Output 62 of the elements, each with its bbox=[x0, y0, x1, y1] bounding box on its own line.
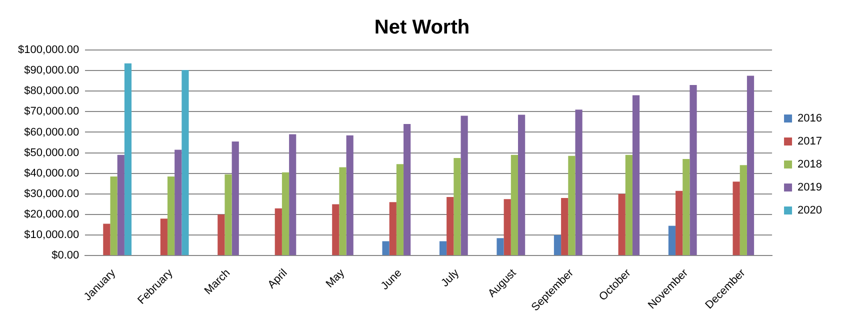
bar bbox=[182, 70, 189, 256]
legend-label: 2020 bbox=[798, 204, 822, 217]
y-tick-label: $50,000.00 bbox=[24, 146, 80, 159]
bar bbox=[439, 241, 447, 256]
legend-label: 2017 bbox=[798, 136, 822, 148]
bar bbox=[218, 214, 225, 256]
bar bbox=[103, 224, 110, 256]
bar bbox=[454, 158, 461, 256]
x-tick-label: July bbox=[439, 266, 462, 290]
chart-title: Net Worth bbox=[374, 16, 470, 39]
bar bbox=[625, 154, 632, 256]
bar bbox=[746, 76, 754, 256]
bar bbox=[561, 198, 568, 256]
bar bbox=[460, 116, 468, 256]
bar bbox=[618, 194, 626, 256]
bar bbox=[446, 197, 454, 256]
bar bbox=[510, 154, 518, 256]
legend-label: 2018 bbox=[798, 158, 822, 171]
bar bbox=[504, 199, 511, 256]
y-tick-label: $40,000.00 bbox=[24, 167, 80, 180]
bar bbox=[740, 165, 747, 256]
y-tick-label: $60,000.00 bbox=[24, 126, 80, 138]
y-tick-label: $10,000.00 bbox=[24, 229, 80, 242]
bar bbox=[554, 235, 562, 256]
bar bbox=[496, 238, 504, 256]
bar bbox=[676, 190, 683, 256]
y-tick-label: $30,000.00 bbox=[24, 188, 80, 200]
bar bbox=[117, 154, 124, 256]
y-tick-label: $20,000.00 bbox=[24, 208, 80, 221]
bar bbox=[282, 172, 290, 256]
bar bbox=[518, 114, 526, 256]
bar bbox=[160, 218, 168, 256]
bar bbox=[274, 208, 282, 256]
y-tick-label: $100,000.00 bbox=[18, 44, 80, 56]
y-tick-label: $70,000.00 bbox=[24, 106, 80, 118]
bar bbox=[396, 164, 404, 256]
y-tick-label: $80,000.00 bbox=[24, 85, 80, 98]
legend-label: 2019 bbox=[798, 182, 822, 194]
bar bbox=[174, 150, 182, 256]
bar bbox=[110, 176, 118, 256]
bar bbox=[389, 202, 396, 256]
bar bbox=[690, 84, 697, 256]
bar bbox=[682, 158, 690, 256]
bar bbox=[232, 142, 239, 256]
bar bbox=[568, 156, 576, 256]
y-tick-label: $90,000.00 bbox=[24, 64, 80, 77]
x-tick-label: May bbox=[324, 266, 348, 290]
y-tick-label: $0.00 bbox=[52, 250, 80, 262]
bar bbox=[732, 182, 740, 256]
bar bbox=[332, 204, 340, 256]
bar bbox=[167, 176, 175, 256]
bar bbox=[124, 63, 132, 256]
bar bbox=[575, 110, 582, 256]
legend-label: 2016 bbox=[798, 112, 822, 125]
bar bbox=[382, 241, 390, 256]
bar bbox=[404, 124, 411, 256]
bar bbox=[668, 226, 676, 256]
bar bbox=[339, 167, 346, 256]
bar bbox=[224, 174, 232, 256]
bar bbox=[346, 135, 354, 256]
bar bbox=[289, 134, 296, 256]
bar bbox=[632, 95, 640, 256]
